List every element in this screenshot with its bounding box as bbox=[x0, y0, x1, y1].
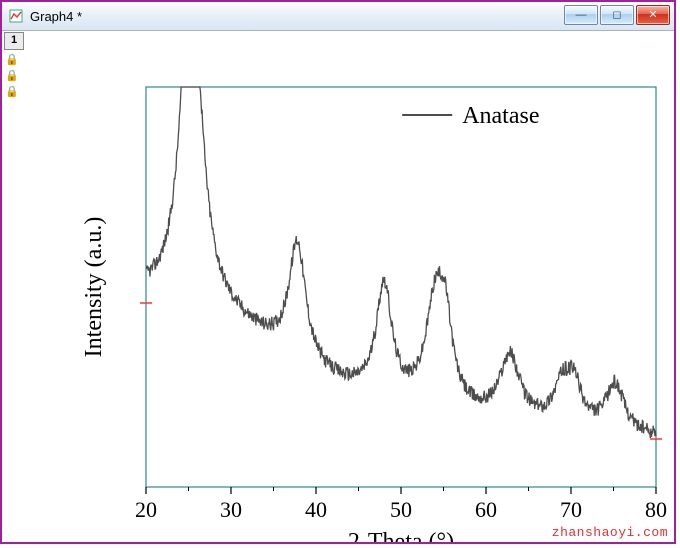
chart-canvas: 20 30 40 50 60 70 80 2-Theta (°) Intensity (a.u.… bbox=[26, 32, 674, 542]
svg-text:30: 30 bbox=[220, 497, 242, 522]
svg-text:80: 80 bbox=[645, 497, 667, 522]
minimize-button[interactable]: — bbox=[564, 5, 598, 25]
app-icon bbox=[8, 8, 24, 24]
svg-text:40: 40 bbox=[305, 497, 327, 522]
svg-text:Anatase: Anatase bbox=[462, 103, 539, 129]
window-controls: — ◻ ✕ bbox=[564, 5, 670, 25]
titlebar[interactable]: Graph4 * — ◻ ✕ bbox=[2, 2, 674, 31]
svg-text:70: 70 bbox=[560, 497, 582, 522]
layers-bar: 1 🔒 🔒 🔒 bbox=[4, 32, 26, 542]
lock-icon[interactable]: 🔒 bbox=[4, 52, 20, 66]
lock-icon[interactable]: 🔒 bbox=[4, 84, 20, 98]
watermark: zhanshaoyi.com bbox=[552, 525, 668, 540]
maximize-button[interactable]: ◻ bbox=[600, 5, 634, 25]
window-frame: Graph4 * — ◻ ✕ 1 🔒 🔒 🔒 20 30 40 50 60 70 80 2-T… bbox=[0, 0, 676, 544]
svg-text:50: 50 bbox=[390, 497, 412, 522]
svg-text:2-Theta (°): 2-Theta (°) bbox=[348, 529, 454, 542]
close-button[interactable]: ✕ bbox=[636, 5, 670, 25]
layer-tab-1[interactable]: 1 bbox=[4, 32, 24, 50]
plot-area: 20 30 40 50 60 70 80 2-Theta (°) Intensity (a.u.… bbox=[26, 32, 674, 542]
svg-text:60: 60 bbox=[475, 497, 497, 522]
svg-text:Intensity (a.u.): Intensity (a.u.) bbox=[81, 217, 107, 358]
svg-text:20: 20 bbox=[135, 497, 157, 522]
lock-icon[interactable]: 🔒 bbox=[4, 68, 20, 82]
window-title: Graph4 * bbox=[30, 9, 82, 24]
